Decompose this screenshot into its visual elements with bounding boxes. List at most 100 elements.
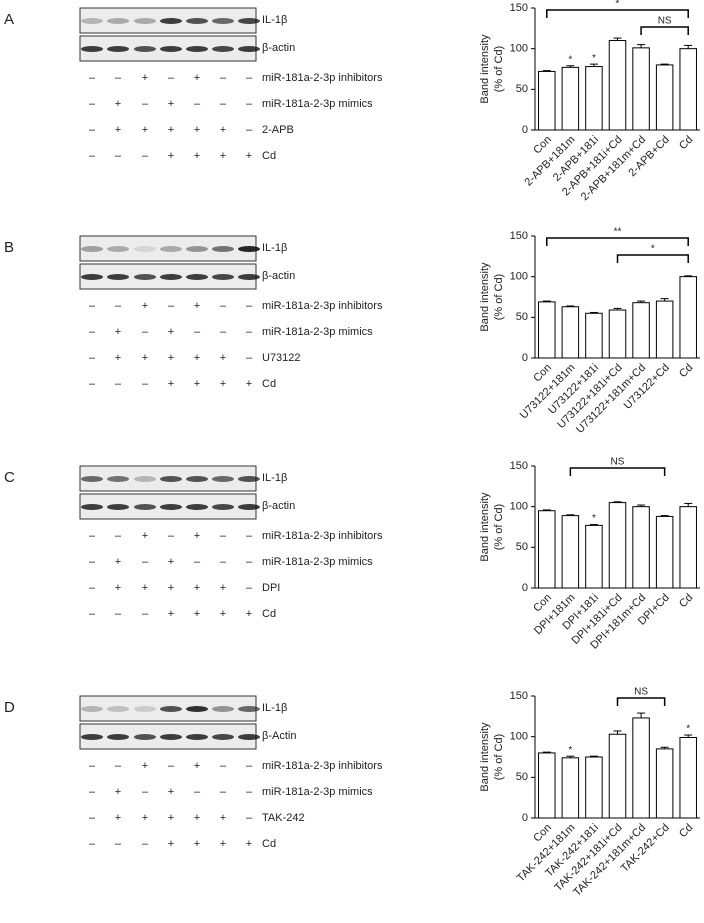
blot-label: β-actin [262,500,295,512]
bar [655,515,674,589]
condition-sign: – [115,608,122,620]
condition-sign: + [115,812,121,824]
condition-sign: + [220,838,226,850]
condition-sign: – [89,72,96,84]
condition-sign: + [168,556,174,568]
condition-sign: + [220,352,226,364]
blot-label: IL-1β [262,702,287,714]
y-tick-label: 0 [522,124,528,136]
condition-label: DPI [262,582,280,594]
y-axis-label: Band intensity [479,262,491,332]
y-tick-label: 100 [510,501,528,513]
condition-label: U73122 [262,352,301,364]
condition-sign: + [194,608,200,620]
x-tick-label: Cd [677,134,695,152]
blot-band [238,18,260,24]
condition-sign: – [168,300,175,312]
condition-sign: + [142,72,148,84]
bar [655,748,674,819]
bar [585,756,603,819]
blot-band [81,734,103,740]
significance-bracket [546,9,689,18]
condition-sign: + [168,378,174,390]
condition-sign: – [89,838,96,850]
blot-band [81,706,103,712]
blot-band [212,246,234,252]
condition-sign: – [194,98,201,110]
blot-band [186,734,208,740]
significance-bracket [569,467,666,476]
condition-sign: – [89,378,96,390]
panel-letter: B [4,239,14,256]
condition-sign: – [220,556,227,568]
condition-sign: – [246,530,253,542]
bar [561,306,580,359]
bar [561,66,580,131]
blot-band [186,476,208,482]
condition-sign: + [246,150,252,162]
significance-bracket [546,237,689,246]
blot-band [186,246,208,252]
condition-sign: + [220,124,226,136]
blot-band [186,18,208,24]
bar [608,40,627,131]
y-tick-label: 50 [516,541,528,553]
blot-band [160,504,182,510]
panel: A IL-1ββ-actin– – + – + – – miR-181a-2-3p inhibi… [4,0,700,203]
y-tick-label: 150 [510,460,528,472]
condition-sign: – [142,326,149,338]
y-axis-label: Band intensity [479,722,491,792]
condition-sign: + [194,150,200,162]
x-tick-label: Cd [677,592,695,610]
significance-label: NS [611,457,625,468]
condition-sign: + [168,786,174,798]
blot-band [186,274,208,280]
panel-letter: D [4,699,15,716]
condition-sign: + [194,760,200,772]
condition-sign: + [220,378,226,390]
blot-band [212,476,234,482]
blot-band [212,504,234,510]
condition-sign: + [194,530,200,542]
condition-sign: – [220,530,227,542]
condition-sign: + [115,124,121,136]
y-tick-label: 100 [510,43,528,55]
blot-band [134,46,156,52]
y-tick-label: 150 [510,230,528,242]
condition-sign: – [246,300,253,312]
blot-band [81,18,103,24]
blot-band [238,706,260,712]
blot-band [212,274,234,280]
significance-star: * [568,54,572,65]
condition-sign: + [115,556,121,568]
bar [608,502,627,589]
blot-band [107,46,129,52]
panel: C IL-1ββ-actin– – + – + – – miR-181a-2-3p inhibi… [4,457,700,652]
condition-sign: – [89,150,96,162]
condition-sign: – [168,530,175,542]
bar [632,302,650,359]
condition-sign: – [89,582,96,594]
y-tick-label: 150 [510,690,528,702]
condition-sign: – [220,72,227,84]
blot-band [160,46,182,52]
bar [538,70,556,131]
y-tick-label: 0 [522,582,528,594]
condition-sign: + [168,124,174,136]
condition-sign: + [168,812,174,824]
bar [538,510,556,589]
condition-sign: + [115,326,121,338]
bar [679,736,697,819]
condition-sign: + [142,530,148,542]
blot-band [238,504,260,510]
condition-sign: + [194,300,200,312]
y-tick-label: 150 [510,2,528,14]
y-tick-label: 50 [516,771,528,783]
bar [561,515,580,589]
condition-sign: – [115,838,122,850]
bar [679,276,697,359]
blot-label: IL-1β [262,472,287,484]
blot-band [134,504,156,510]
condition-sign: – [246,582,253,594]
condition-sign: – [246,326,253,338]
